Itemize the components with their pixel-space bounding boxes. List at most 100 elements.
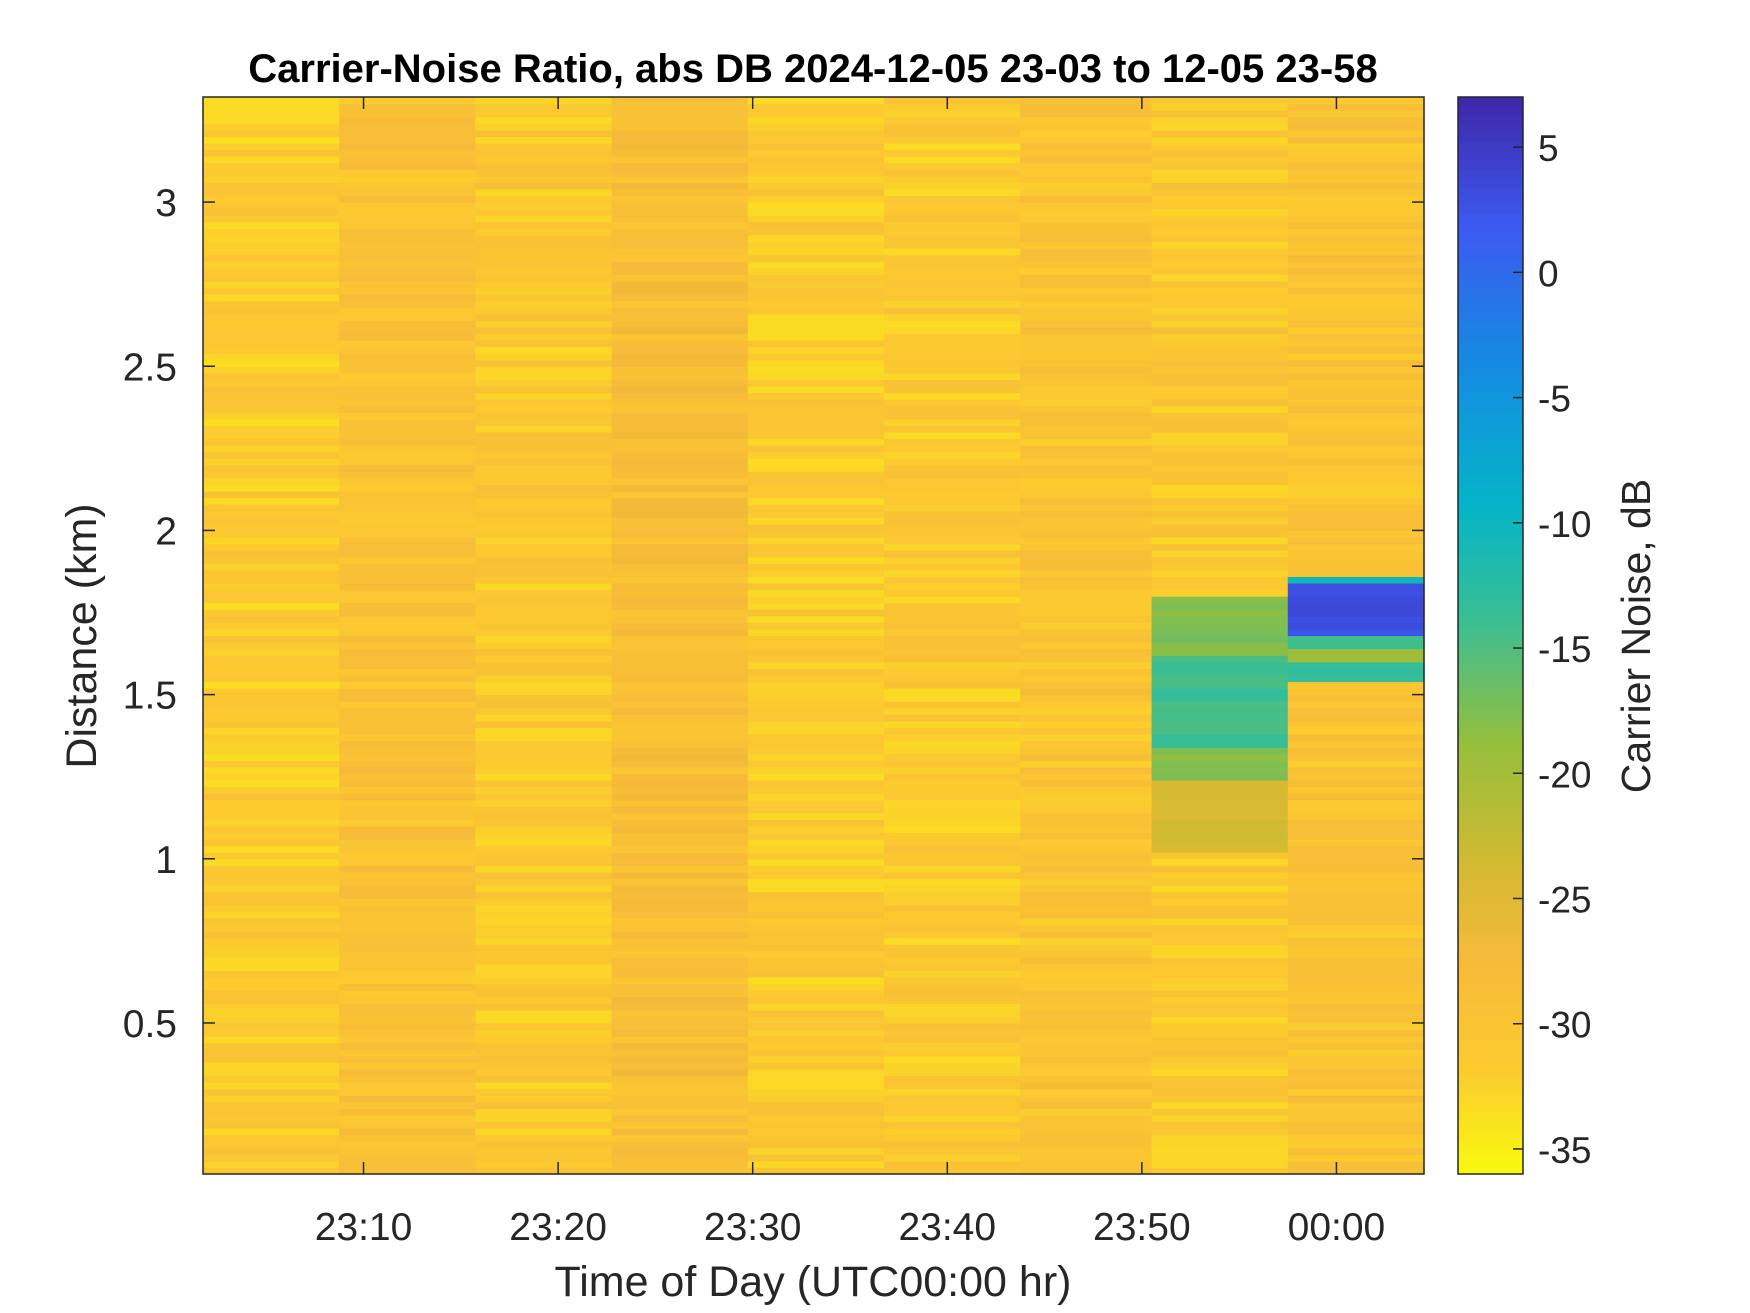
colorbar-segment	[1458, 572, 1523, 583]
heatmap-cell	[1151, 208, 1289, 216]
heatmap-cell	[475, 1141, 613, 1149]
heatmap-cell	[203, 123, 340, 131]
heatmap-cell	[1287, 333, 1425, 341]
heatmap-cell	[1151, 944, 1289, 952]
heatmap-cell	[747, 976, 885, 985]
heatmap-cell	[747, 852, 885, 860]
heatmap-cell	[339, 497, 477, 505]
heatmap-cell	[611, 517, 749, 525]
heatmap-cell	[339, 280, 477, 289]
heatmap-cell	[203, 464, 340, 472]
colorbar-segment	[1458, 940, 1523, 951]
heatmap-cell	[475, 517, 613, 525]
heatmap-cell	[203, 898, 340, 906]
heatmap-cell	[339, 720, 477, 729]
heatmap-cell	[1020, 858, 1153, 866]
heatmap-cell	[884, 418, 1021, 426]
heatmap-cell	[1151, 149, 1289, 157]
colorbar-segment	[1458, 608, 1523, 619]
heatmap-cell	[475, 1068, 613, 1077]
heatmap-cell	[1020, 694, 1153, 702]
heatmap-cell	[475, 497, 613, 505]
heatmap-cell	[1287, 596, 1425, 604]
heatmap-cell	[611, 530, 749, 538]
heatmap-cell	[611, 1114, 749, 1123]
heatmap-cell	[339, 248, 477, 256]
heatmap-cell	[1151, 477, 1289, 486]
heatmap-cell	[1020, 300, 1153, 308]
heatmap-cell	[339, 931, 477, 939]
heatmap-cell	[203, 188, 340, 197]
heatmap-cell	[884, 188, 1021, 197]
heatmap-cell	[1020, 701, 1153, 709]
heatmap-cell	[1020, 412, 1153, 420]
heatmap-cell	[1020, 405, 1153, 413]
heatmap-cell	[884, 1088, 1021, 1096]
heatmap-cell	[339, 806, 477, 814]
heatmap-cell	[884, 156, 1021, 164]
heatmap-cell	[1151, 1154, 1289, 1162]
colorbar-segment	[1458, 1003, 1523, 1014]
heatmap-cell	[1020, 1088, 1153, 1096]
heatmap-cell	[1287, 221, 1425, 229]
heatmap-cell	[339, 655, 477, 663]
heatmap-cell	[1287, 727, 1425, 735]
heatmap-cell	[203, 451, 340, 459]
heatmap-cell	[747, 359, 885, 367]
heatmap-cell	[203, 582, 340, 591]
heatmap-cell	[1151, 1121, 1289, 1129]
heatmap-cell	[1287, 720, 1425, 729]
heatmap-cell	[1287, 208, 1425, 216]
heatmap-cell	[1151, 333, 1289, 341]
heatmap-cell	[884, 688, 1021, 696]
heatmap-cell	[1020, 596, 1153, 604]
heatmap-cell	[1020, 1029, 1153, 1037]
colorbar-segment	[1458, 114, 1523, 125]
heatmap-cell	[1151, 202, 1289, 210]
heatmap-cell	[339, 793, 477, 801]
heatmap-cell	[1151, 491, 1289, 499]
heatmap-cell	[747, 175, 885, 183]
heatmap-cell	[1020, 1009, 1153, 1017]
heatmap-cell	[611, 287, 749, 295]
heatmap-cell	[1151, 366, 1289, 374]
colorbar-segment	[1458, 1057, 1523, 1067]
heatmap-cell	[203, 1141, 340, 1149]
heatmap-cell	[884, 162, 1021, 170]
heatmap-cell	[203, 392, 340, 400]
heatmap-cell	[1020, 530, 1153, 538]
heatmap-cell	[884, 852, 1021, 860]
colorbar-segment	[1458, 509, 1523, 520]
heatmap-cell	[1151, 727, 1289, 735]
heatmap-cell	[747, 1108, 885, 1116]
heatmap-cell	[1151, 142, 1289, 151]
colorbar-segment	[1458, 922, 1523, 933]
heatmap-cell	[1020, 182, 1153, 190]
heatmap-cell	[611, 248, 749, 256]
heatmap-cell	[475, 1049, 613, 1057]
heatmap-cell	[884, 720, 1021, 729]
heatmap-cell	[611, 904, 749, 912]
heatmap-cell	[1287, 793, 1425, 801]
heatmap-cell	[884, 628, 1021, 637]
heatmap-cell	[475, 688, 613, 696]
heatmap-cell	[203, 359, 340, 367]
heatmap-cell	[611, 793, 749, 801]
heatmap-cell	[747, 806, 885, 814]
heatmap-cell	[203, 379, 340, 387]
heatmap-cell	[747, 996, 885, 1004]
heatmap-cell	[1287, 674, 1425, 683]
heatmap-cell	[747, 195, 885, 203]
heatmap-cell	[747, 294, 885, 302]
heatmap-cell	[611, 871, 749, 880]
heatmap-cell	[1020, 609, 1153, 617]
heatmap-cell	[1151, 885, 1289, 893]
heatmap-cell	[747, 878, 885, 886]
heatmap-cell	[475, 510, 613, 518]
heatmap-cell	[339, 871, 477, 880]
heatmap-cell	[611, 1009, 749, 1017]
heatmap-cell	[747, 793, 885, 801]
heatmap-cell	[475, 234, 613, 243]
heatmap-cell	[1151, 694, 1289, 702]
colorbar-segment	[1458, 141, 1523, 152]
